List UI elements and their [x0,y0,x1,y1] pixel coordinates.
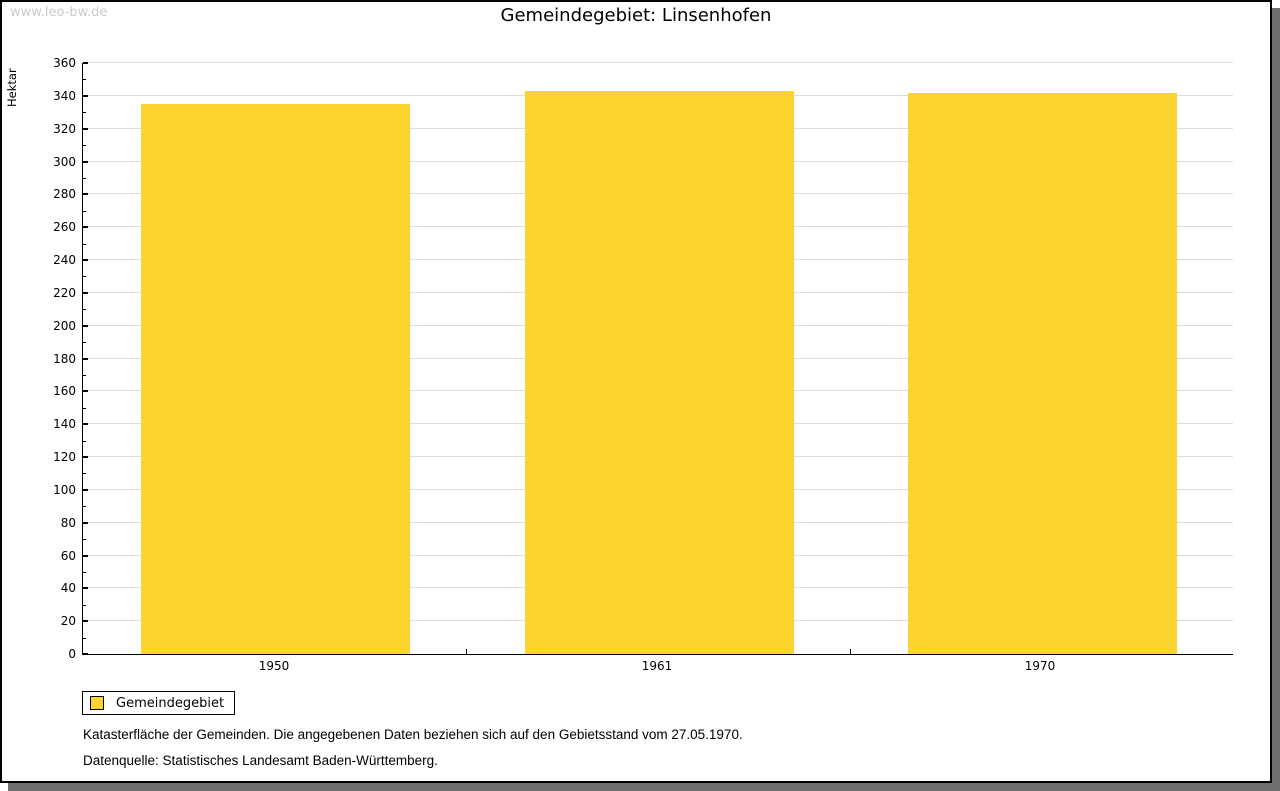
y-tick-label-140: 140 [53,417,76,432]
y-tick-label-320: 320 [53,121,76,136]
legend-label: Gemeindegebiet [116,695,225,711]
y-major-tick-200 [83,325,88,327]
y-major-tick-80 [83,522,88,524]
y-major-tick-360 [83,62,88,64]
y-major-tick-340 [83,95,88,97]
plot-area [82,62,1233,655]
y-minor-tick-150 [83,408,86,409]
y-tick-label-260: 260 [53,220,76,235]
y-major-tick-60 [83,555,88,557]
x-boundary-tick-2 [850,649,851,654]
y-major-tick-40 [83,587,88,589]
y-major-tick-160 [83,390,88,392]
x-tick-label-1970: 1970 [1024,659,1056,673]
y-tick-label-40: 40 [60,581,76,596]
y-major-tick-240 [83,259,88,261]
y-tick-label-80: 80 [60,515,76,530]
y-major-tick-260 [83,226,88,228]
y-tick-label-200: 200 [53,318,76,333]
y-tick-label-360: 360 [53,56,76,70]
y-minor-tick-10 [83,638,86,639]
legend-color-swatch [90,696,104,710]
y-minor-tick-110 [83,473,86,474]
y-tick-label-220: 220 [53,285,76,300]
y-minor-tick-70 [83,539,86,540]
y-major-tick-140 [83,423,88,425]
x-tick-label-1950: 1950 [258,659,290,673]
y-tick-label-100: 100 [53,482,76,497]
y-minor-tick-350 [83,79,86,80]
bar-1970 [908,93,1177,654]
y-tick-label-340: 340 [53,88,76,103]
y-major-tick-220 [83,292,88,294]
y-minor-tick-170 [83,375,86,376]
footnote-description: Katasterfläche der Gemeinden. Die angege… [83,727,743,742]
y-minor-tick-270 [83,211,86,212]
y-minor-tick-290 [83,178,86,179]
y-tick-label-60: 60 [60,548,76,563]
y-major-tick-120 [83,456,88,458]
y-minor-tick-210 [83,309,86,310]
y-major-tick-0 [83,653,88,655]
watermark-text: www.leo-bw.de [10,5,108,20]
y-minor-tick-50 [83,572,86,573]
legend: Gemeindegebiet [82,691,235,715]
y-minor-tick-30 [83,605,86,606]
y-minor-tick-330 [83,112,86,113]
y-major-tick-180 [83,358,88,360]
y-major-tick-320 [83,128,88,130]
gridline-360 [83,62,1233,63]
chart-title: Gemeindegebiet: Linsenhofen [500,5,772,26]
footnote-source: Datenquelle: Statistisches Landesamt Bad… [83,753,438,768]
y-minor-tick-90 [83,506,86,507]
x-tick-label-1961: 1961 [641,659,673,673]
y-tick-label-160: 160 [53,384,76,399]
y-major-tick-20 [83,620,88,622]
y-tick-label-20: 20 [60,614,76,629]
y-major-tick-300 [83,161,88,163]
y-minor-tick-130 [83,441,86,442]
y-major-tick-100 [83,489,88,491]
bar-1950 [141,104,410,654]
y-major-tick-280 [83,193,88,195]
y-minor-tick-190 [83,342,86,343]
y-minor-tick-250 [83,244,86,245]
y-minor-tick-310 [83,145,86,146]
y-minor-tick-230 [83,276,86,277]
y-tick-label-180: 180 [53,351,76,366]
x-boundary-tick-1 [466,649,467,654]
y-tick-label-240: 240 [53,253,76,267]
y-tick-label-120: 120 [53,450,76,464]
bar-1961 [525,91,794,654]
y-tick-label-280: 280 [53,187,76,202]
y-tick-label-0: 0 [68,647,76,661]
y-tick-label-300: 300 [53,154,76,169]
